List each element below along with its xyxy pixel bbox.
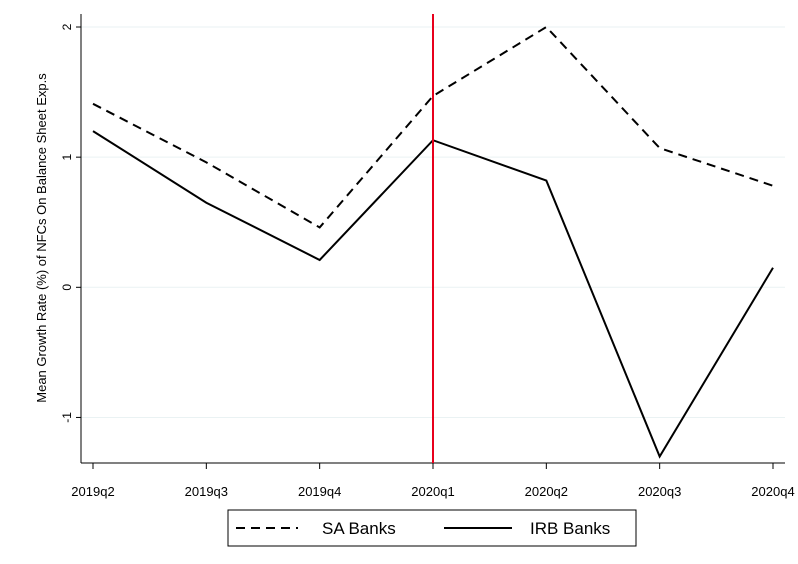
x-tick-label: 2020q1 bbox=[411, 484, 454, 499]
legend: SA Banks IRB Banks bbox=[227, 509, 637, 547]
x-ticks: 2019q2 2019q3 2019q4 2020q1 2020q2 2020q3 2020… bbox=[71, 463, 795, 499]
legend-label-irb-banks: IRB Banks bbox=[530, 519, 610, 538]
x-tick-label: 2020q2 bbox=[525, 484, 568, 499]
y-ticks: -1 0 1 2 bbox=[60, 23, 81, 423]
x-tick-label: 2019q3 bbox=[185, 484, 228, 499]
x-tick-label: 2019q4 bbox=[298, 484, 341, 499]
x-tick-label: 2020q4 bbox=[751, 484, 794, 499]
x-tick-label: 2020q3 bbox=[638, 484, 681, 499]
legend-label-sa-banks: SA Banks bbox=[322, 519, 396, 538]
y-tick-label: 0 bbox=[60, 284, 74, 291]
y-tick-label: 1 bbox=[60, 154, 74, 161]
y-tick-label: -1 bbox=[60, 412, 74, 423]
x-tick-label: 2019q2 bbox=[71, 484, 114, 499]
y-tick-label: 2 bbox=[60, 23, 74, 30]
y-axis-label: Mean Growth Rate (%) of NFCs On Balance … bbox=[34, 73, 49, 403]
